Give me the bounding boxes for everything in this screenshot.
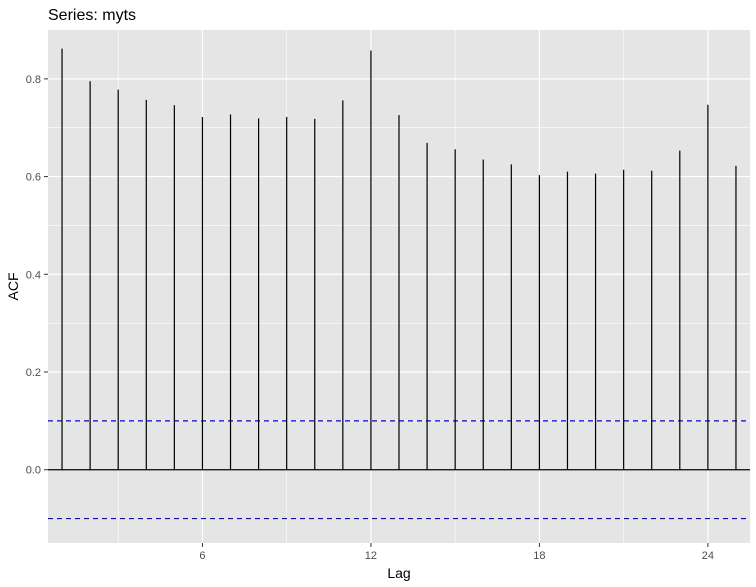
y-axis-ticks: 0.0 0.2 0.4 0.6 0.8 (26, 74, 48, 477)
y-axis-title: ACF (5, 273, 21, 301)
x-axis-title: Lag (387, 565, 410, 581)
acf-bars (61, 48, 737, 470)
x-tick-label: 6 (199, 550, 205, 562)
y-tick-label: 0.2 (26, 367, 41, 379)
x-tick-label: 24 (702, 550, 714, 562)
chart-title: Series: myts (48, 7, 136, 24)
y-tick-label: 0.8 (26, 74, 41, 86)
x-tick-label: 18 (533, 550, 545, 562)
y-tick-label: 0.4 (26, 269, 41, 281)
x-axis-ticks: 6 12 18 24 (199, 543, 714, 562)
y-tick-label: 0.0 (26, 465, 41, 477)
x-tick-label: 12 (365, 550, 377, 562)
y-tick-label: 0.6 (26, 172, 41, 184)
